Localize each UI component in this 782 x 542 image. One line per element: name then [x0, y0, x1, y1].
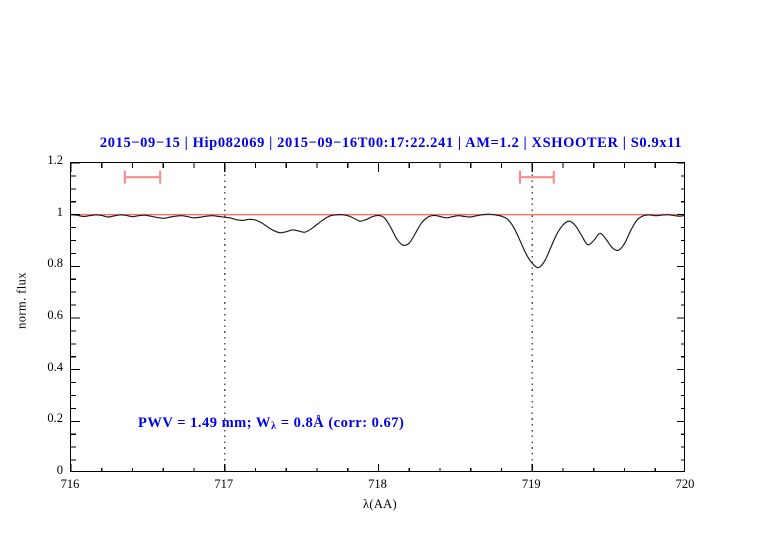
- range-markers-layer: [123, 170, 555, 184]
- y-tick-label: 0.8: [47, 256, 63, 271]
- x-tick-label: 716: [60, 477, 80, 491]
- x-tick-label: 720: [675, 477, 695, 491]
- annotation-prefix: PWV = 1.49 mm; W: [138, 415, 271, 431]
- spectrum-curve-layer: [71, 213, 684, 269]
- x-tick-label: 718: [368, 477, 387, 491]
- x-tick-label: 719: [521, 477, 541, 491]
- plot-frame: [70, 162, 685, 472]
- y-tick-label: 1.2: [47, 153, 63, 167]
- annotation-subscript: λ: [270, 421, 277, 432]
- y-tick-label: 0.4: [47, 359, 63, 374]
- y-tick-label: 0.6: [47, 308, 63, 322]
- x-axis-label: λ(AA): [363, 497, 397, 511]
- y-tick-label: 1: [56, 204, 63, 219]
- continuum-line-layer: [71, 213, 684, 216]
- x-tick-label: 717: [214, 477, 234, 491]
- plot-area: [71, 163, 684, 471]
- page-title: 2015−09−15 | Hip082069 | 2015−09−16T00:1…: [99, 135, 683, 151]
- annotation-suffix: = 0.8Å (corr: 0.67): [276, 415, 405, 431]
- pwv-annotation: PWV = 1.49 mm; Wλ = 0.8Å (corr: 0.67): [138, 415, 404, 432]
- y-axis-label: norm. flux: [14, 272, 29, 329]
- y-tick-label: 0: [56, 463, 63, 477]
- axis-ticks-layer: [71, 163, 684, 471]
- y-tick-label: 0.2: [47, 411, 63, 426]
